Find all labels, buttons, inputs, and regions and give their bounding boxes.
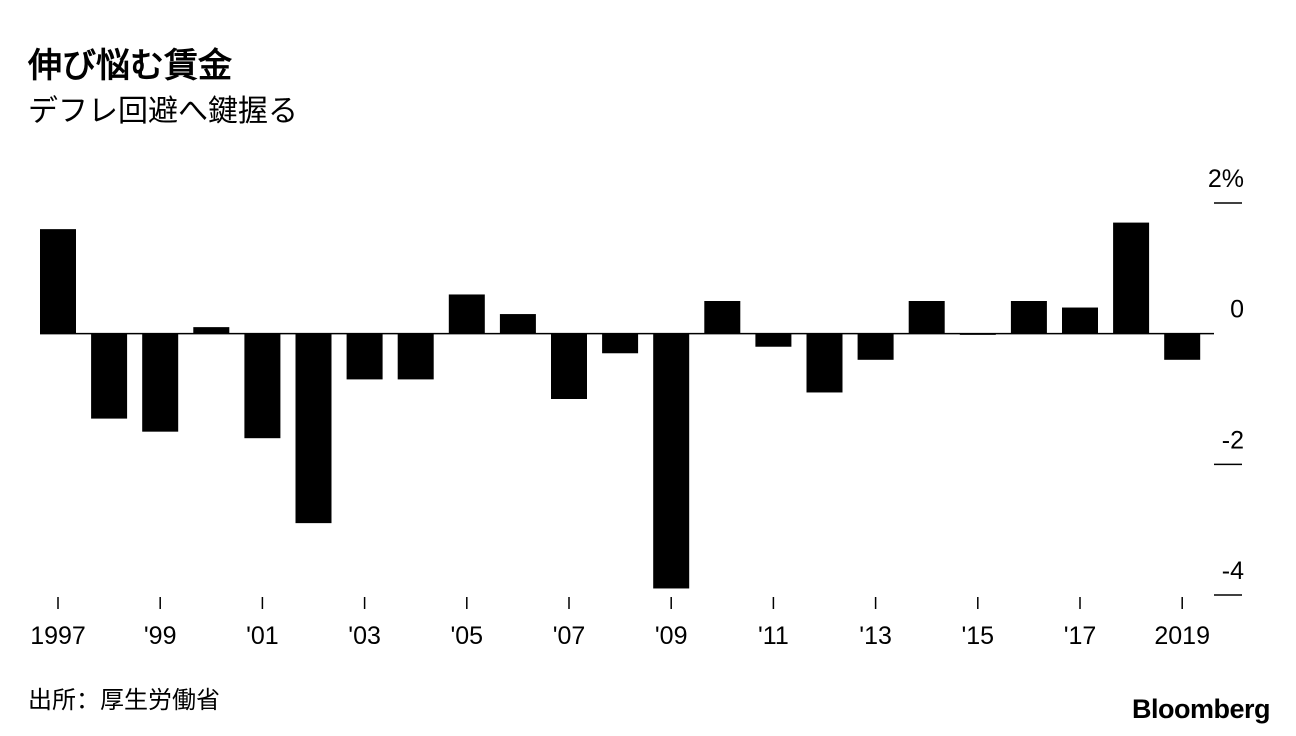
bar-2013: [857, 333, 894, 360]
y-tick-label: 0: [1230, 296, 1244, 324]
bar-2012: [806, 333, 843, 393]
x-tick-label: '03: [348, 622, 381, 650]
x-tick-label: '17: [1064, 622, 1097, 650]
bar-1999: [142, 333, 179, 432]
bar-2001: [244, 333, 281, 439]
source-note: 出所：厚生労働省: [28, 686, 220, 714]
y-tick-label: -2: [1222, 426, 1244, 454]
x-tick-label: '99: [144, 622, 177, 650]
bar-1997: [40, 229, 76, 334]
x-tick-label: '09: [655, 622, 688, 650]
bar-2002: [295, 333, 332, 524]
y-tick-label: -4: [1222, 557, 1244, 585]
bar-1998: [91, 333, 128, 419]
bar-2007: [551, 333, 587, 399]
x-tick-label: '13: [859, 622, 892, 650]
bar-2006: [499, 314, 536, 334]
bar-2003: [346, 333, 383, 380]
bar-2019: [1164, 333, 1201, 360]
bar-2014: [908, 301, 945, 334]
chart-subtitle: デフレ回避へ鍵握る: [28, 94, 298, 129]
bar-2009: [653, 333, 690, 589]
bar-2005: [448, 294, 485, 334]
bar-2008: [602, 333, 639, 354]
x-tick-label: '15: [962, 622, 995, 650]
x-tick-label: '07: [553, 622, 586, 650]
bloomberg-logo: Bloomberg: [1131, 694, 1271, 724]
bar-2010: [704, 301, 741, 334]
x-tick-label: 2019: [1154, 622, 1210, 650]
x-tick-label: '11: [758, 622, 789, 650]
x-tick-label: 1997: [30, 622, 86, 650]
bar-2018: [1113, 222, 1150, 334]
bar-2016: [1010, 301, 1047, 334]
bar-2000: [193, 327, 230, 334]
bar-2011: [755, 333, 792, 347]
x-tick-label: '01: [246, 622, 279, 650]
y-tick-label: 2%: [1208, 165, 1244, 193]
x-tick-label: '05: [451, 622, 484, 650]
bar-2004: [397, 333, 434, 380]
chart-title: 伸び悩む賃金: [28, 46, 232, 86]
bar-2017: [1062, 307, 1098, 334]
